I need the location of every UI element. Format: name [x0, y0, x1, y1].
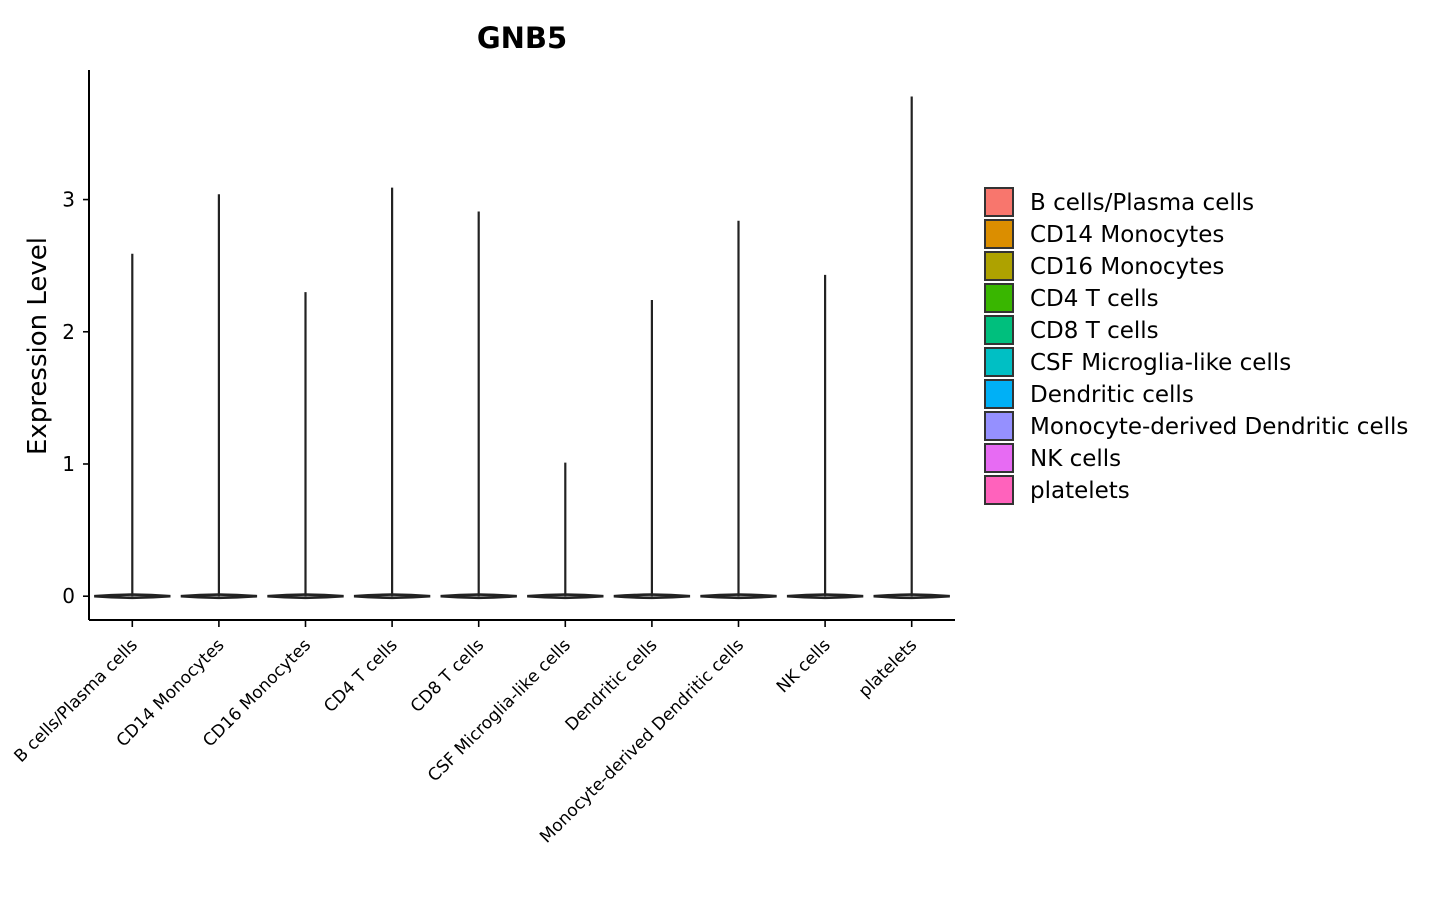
legend-label: CD8 T cells	[1030, 318, 1159, 344]
violin-platelets	[873, 96, 950, 600]
legend-item: CSF Microglia-like cells	[984, 347, 1291, 377]
violin-body-cd4-t-cells	[353, 593, 431, 600]
violin-csf-microglia-like-cells	[527, 462, 604, 600]
y-axis-label: Expression Level	[23, 237, 53, 455]
legend-label: NK cells	[1030, 446, 1121, 472]
violin-body-cd14-monocytes	[180, 593, 258, 600]
violin-body-cd8-t-cells	[440, 593, 517, 600]
violin-body-cd16-monocytes	[267, 593, 344, 600]
violin-monocyte-derived-dendritic-cells	[700, 220, 777, 600]
violin-dendritic-cells	[613, 300, 691, 600]
y-tick-label: 1	[62, 452, 75, 476]
violin-body-platelets	[873, 593, 950, 600]
legend-item: NK cells	[984, 443, 1121, 473]
violin-cd4-t-cells	[353, 187, 431, 600]
legend-item: CD14 Monocytes	[984, 219, 1224, 249]
legend-label: B cells/Plasma cells	[1030, 190, 1254, 216]
legend-label: CD4 T cells	[1030, 286, 1159, 312]
violin-cd8-t-cells	[440, 211, 517, 600]
x-tick-label: CD4 T cells	[320, 635, 401, 716]
legend: B cells/Plasma cells CD14 Monocytes CD16 M…	[984, 187, 1408, 505]
x-tick-label: CSF Microglia-like cells	[424, 635, 575, 786]
y-tick-label: 3	[62, 188, 75, 212]
violin-nk-cells	[786, 274, 864, 600]
y-axis: 0 1 2 3	[62, 70, 90, 620]
x-tick-label: Dendritic cells	[562, 635, 662, 735]
legend-swatch	[984, 219, 1014, 249]
legend-item: CD4 T cells	[984, 283, 1159, 313]
violin-cd14-monocytes	[180, 194, 258, 600]
legend-swatch	[984, 315, 1014, 345]
y-tick-label: 2	[62, 320, 75, 344]
legend-swatch	[984, 443, 1014, 473]
legend-swatch	[984, 411, 1014, 441]
legend-label: CD16 Monocytes	[1030, 254, 1224, 280]
legend-swatch	[984, 379, 1014, 409]
legend-label: CSF Microglia-like cells	[1030, 350, 1291, 376]
legend-label: Monocyte-derived Dendritic cells	[1030, 414, 1408, 440]
violin-body-monocyte-derived-dendritic-cells	[700, 593, 777, 600]
violin-body-csf-microglia-like-cells	[527, 593, 604, 600]
chart-title: GNB5	[477, 21, 567, 55]
legend-label: platelets	[1030, 478, 1130, 504]
violin-body-b-cells-plasma-cells	[94, 593, 171, 600]
violin-body-nk-cells	[786, 593, 864, 600]
legend-item: platelets	[984, 475, 1130, 505]
legend-item: CD8 T cells	[984, 315, 1159, 345]
violin-cd16-monocytes	[267, 292, 344, 600]
legend-swatch	[984, 347, 1014, 377]
legend-swatch	[984, 475, 1014, 505]
legend-item: CD16 Monocytes	[984, 251, 1224, 281]
plot-area	[94, 96, 950, 600]
violin-b-cells-plasma-cells	[94, 253, 171, 600]
legend-label: CD14 Monocytes	[1030, 222, 1224, 248]
violin-body-dendritic-cells	[613, 593, 691, 600]
legend-item: Dendritic cells	[984, 379, 1194, 409]
x-tick-label: platelets	[855, 635, 921, 701]
x-tick-label: NK cells	[773, 635, 835, 697]
legend-swatch	[984, 283, 1014, 313]
y-tick-label: 0	[62, 584, 75, 608]
legend-label: Dendritic cells	[1030, 382, 1194, 408]
x-tick-label: CD8 T cells	[407, 635, 488, 716]
legend-item: B cells/Plasma cells	[984, 187, 1254, 217]
legend-item: Monocyte-derived Dendritic cells	[984, 411, 1408, 441]
legend-swatch	[984, 187, 1014, 217]
legend-swatch	[984, 251, 1014, 281]
